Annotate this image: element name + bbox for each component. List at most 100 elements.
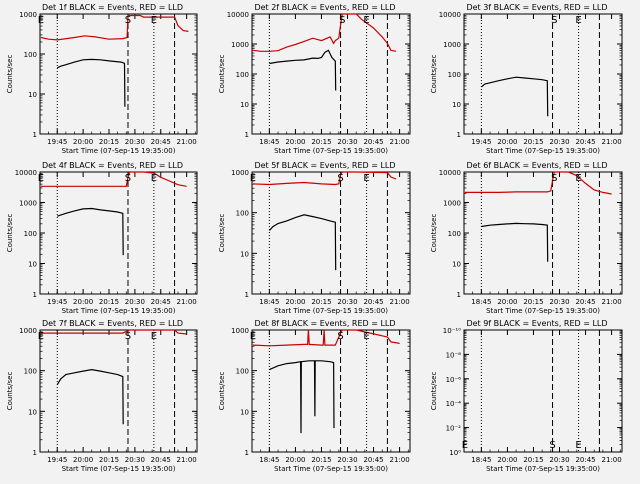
panel-title: Det 1f BLACK = Events, RED = LLD	[42, 3, 183, 12]
x-tick-label: 20:15	[523, 456, 543, 464]
y-axis-label: Counts/sec	[430, 55, 438, 94]
event-marker-label: E	[38, 331, 44, 342]
panel-8: Det 8f BLACK = Events, RED = LLD 1 10 100 10…	[218, 319, 411, 473]
x-tick-label: 20:30	[337, 298, 357, 306]
event-marker-label: E	[363, 15, 369, 26]
x-tick-label: 21:00	[177, 456, 197, 464]
event-marker-label: E	[250, 173, 256, 184]
y-tick-label: 100	[236, 368, 249, 376]
x-tick-label: 19:45	[47, 456, 67, 464]
lld-series-line	[252, 329, 400, 347]
x-tick-label: 20:45	[575, 138, 595, 146]
panel-title: Det 9f BLACK = Events, RED = LLD	[466, 319, 607, 328]
plot-frame	[39, 329, 198, 453]
panel-title: Det 7f BLACK = Events, RED = LLD	[42, 319, 183, 328]
y-tick-label: 100	[24, 51, 37, 59]
x-tick-label: 18:45	[471, 298, 491, 306]
x-tick-label: 20:00	[73, 456, 93, 464]
y-tick-label: 10⁻⁴	[446, 400, 462, 408]
x-tick-label: 20:45	[575, 456, 595, 464]
x-tick-label: 20:30	[549, 138, 569, 146]
x-tick-label: 19:45	[47, 138, 67, 146]
y-tick-label: 10⁻⁸	[446, 351, 462, 359]
x-tick-label: 20:15	[99, 456, 119, 464]
x-tick-label: 19:45	[471, 138, 491, 146]
x-tick-label: 21:00	[389, 298, 409, 306]
events-series-line	[57, 58, 126, 107]
x-tick-label: 20:15	[311, 298, 331, 306]
panel-title: Det 6f BLACK = Events, RED = LLD	[466, 161, 607, 170]
y-tick-label: 10	[28, 91, 37, 99]
x-tick-label: 20:15	[523, 298, 543, 306]
event-marker-label: S	[551, 15, 557, 26]
y-tick-label: 1000	[19, 327, 37, 335]
event-marker-label: S	[125, 331, 131, 342]
plot-frame	[39, 171, 198, 295]
x-tick-label: 18:45	[259, 456, 279, 464]
y-tick-label: 1	[457, 131, 461, 139]
x-tick-label: 20:45	[363, 138, 383, 146]
event-marker-label: E	[575, 15, 581, 26]
x-tick-label: 20:00	[285, 298, 305, 306]
y-tick-label: 10	[28, 261, 37, 269]
event-marker-label: S	[551, 173, 557, 184]
event-marker-label: E	[575, 440, 581, 451]
lld-series-line	[40, 329, 187, 335]
x-tick-label: 20:30	[125, 456, 145, 464]
x-tick-label: 21:00	[177, 138, 197, 146]
y-tick-label: 10	[240, 408, 249, 416]
x-tick-label: 20:00	[73, 298, 93, 306]
y-axis-label: Counts/sec	[218, 372, 226, 411]
x-axis-label: Start Time (07-Sep-15 19:35:00)	[486, 465, 600, 473]
x-tick-label: 20:30	[337, 138, 357, 146]
y-tick-label: 10000	[439, 11, 461, 19]
x-tick-label: 18:45	[259, 138, 279, 146]
y-tick-label: 1	[245, 291, 249, 299]
y-tick-label: 100	[448, 71, 461, 79]
y-tick-label: 100	[448, 230, 461, 238]
x-axis-label: Start Time (07-Sep-15 19:35:00)	[486, 307, 600, 315]
y-tick-label: 1000	[231, 327, 249, 335]
x-tick-label: 21:00	[389, 138, 409, 146]
panel-title: Det 5f BLACK = Events, RED = LLD	[254, 161, 395, 170]
plot-frame	[251, 329, 411, 453]
y-tick-label: 100	[236, 71, 249, 79]
x-axis-label: Start Time (07-Sep-15 19:35:00)	[486, 147, 600, 155]
lld-series-line	[464, 171, 612, 195]
x-axis-label: Start Time (07-Sep-15 19:35:00)	[62, 147, 176, 155]
panel-2: Det 2f BLACK = Events, RED = LLD 1 10 100 10…	[218, 3, 411, 155]
y-axis-label: Counts/sec	[430, 214, 438, 253]
y-tick-label: 100	[24, 368, 37, 376]
y-tick-label: 1000	[19, 200, 37, 208]
x-tick-label: 20:15	[311, 138, 331, 146]
x-tick-label: 20:00	[497, 456, 517, 464]
x-axis-label: Start Time (07-Sep-15 19:35:00)	[274, 147, 388, 155]
y-tick-label: 10⁰	[449, 449, 461, 457]
x-tick-label: 20:30	[337, 456, 357, 464]
y-axis-label: Counts/sec	[6, 55, 14, 94]
x-tick-label: 20:00	[497, 138, 517, 146]
x-tick-label: 20:15	[523, 138, 543, 146]
panel-title: Det 3f BLACK = Events, RED = LLD	[466, 3, 607, 12]
event-marker-label: E	[151, 331, 157, 342]
panel-6: Det 6f BLACK = Events, RED = LLD 1 10 100 10…	[430, 161, 623, 315]
x-tick-label: 20:45	[363, 298, 383, 306]
y-tick-label: 1000	[231, 41, 249, 49]
x-axis-label: Start Time (07-Sep-15 19:35:00)	[62, 307, 176, 315]
y-tick-label: 10	[28, 408, 37, 416]
x-tick-label: 20:30	[549, 456, 569, 464]
y-tick-label: 10000	[227, 11, 249, 19]
x-tick-label: 20:45	[151, 456, 171, 464]
x-tick-label: 20:45	[575, 298, 595, 306]
panel-1: Det 1f BLACK = Events, RED = LLD 1 10 100 10…	[6, 3, 198, 155]
event-marker-label: E	[38, 173, 44, 184]
event-marker-label: S	[337, 173, 343, 184]
x-tick-label: 20:30	[125, 298, 145, 306]
x-tick-label: 20:45	[363, 456, 383, 464]
x-tick-label: 18:45	[259, 298, 279, 306]
x-tick-label: 21:00	[601, 298, 621, 306]
lld-series-line	[252, 13, 397, 52]
event-marker-label: E	[151, 15, 157, 26]
